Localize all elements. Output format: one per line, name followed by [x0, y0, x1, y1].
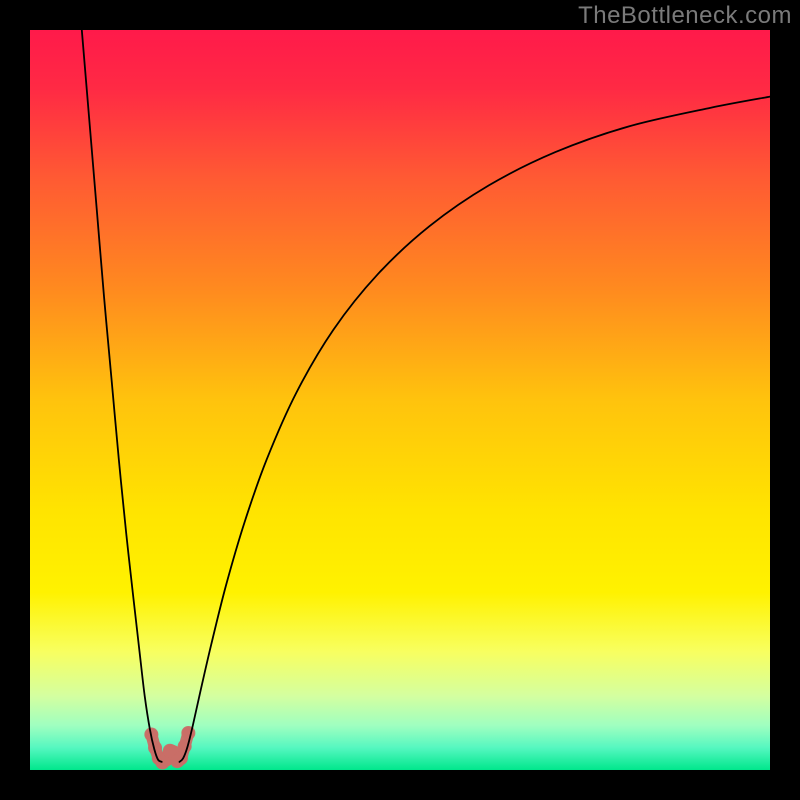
figure-root: TheBottleneck.com: [0, 0, 800, 800]
watermark-text: TheBottleneck.com: [578, 2, 792, 30]
bottleneck-chart: [0, 0, 800, 800]
